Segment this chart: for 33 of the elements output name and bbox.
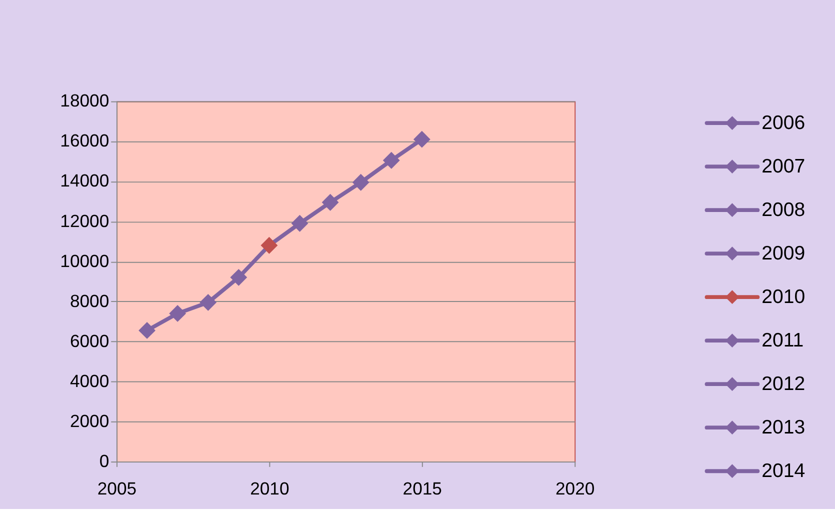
point	[352, 174, 370, 191]
point	[413, 130, 430, 148]
legend-label: 2010	[762, 286, 806, 308]
y-tick-label: 6000	[70, 330, 110, 351]
y-tick-label: 18000	[60, 90, 110, 111]
legend-label: 2007	[762, 155, 806, 178]
point	[291, 214, 308, 232]
legend-label: 2014	[762, 460, 806, 482]
y-tick-label: 16000	[60, 130, 110, 151]
y-tick-label: 0	[99, 450, 110, 471]
legend-label: 2008	[762, 198, 806, 221]
y-tick-label: 12000	[60, 210, 110, 231]
point	[322, 194, 339, 211]
point	[200, 294, 217, 311]
point	[382, 152, 400, 169]
point	[169, 304, 186, 322]
legend-label: 2009	[762, 242, 806, 264]
legend-label: 2006	[762, 112, 806, 134]
legend-label: 2012	[762, 372, 806, 395]
x-tick-label: 2015	[402, 478, 442, 498]
x-tick-label: 2020	[556, 478, 595, 498]
x-tick-label: 2005	[97, 478, 137, 498]
y-tick-label: 14000	[60, 170, 110, 191]
y-tick-label: 4000	[70, 370, 110, 391]
point	[138, 322, 156, 339]
y-tick-label: 2000	[70, 410, 110, 431]
point	[230, 268, 248, 286]
x-tick-label: 2010	[250, 478, 290, 498]
y-tick-label: 8000	[70, 290, 110, 311]
legend-label: 2011	[762, 329, 804, 352]
y-tick-label: 10000	[60, 250, 110, 271]
point	[260, 236, 278, 254]
legend-label: 2013	[762, 416, 806, 438]
